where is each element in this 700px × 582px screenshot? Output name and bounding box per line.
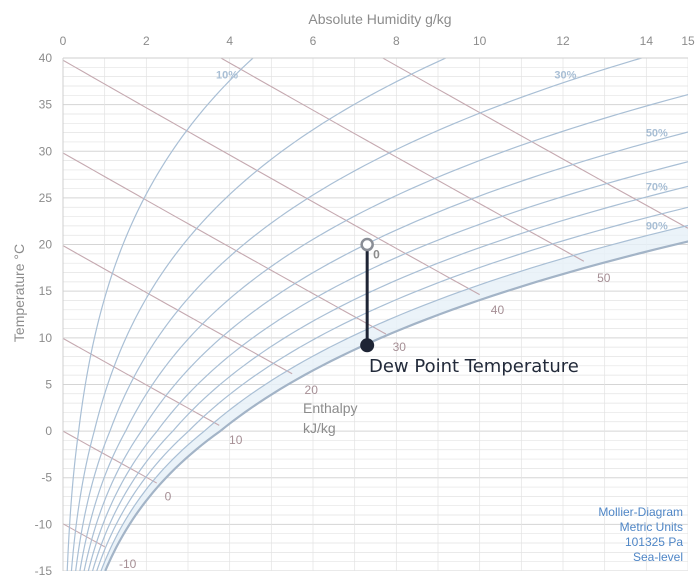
x-tick-label: 4 <box>226 34 233 48</box>
info-line-units: Metric Units <box>620 520 683 534</box>
enthalpy-lines <box>63 58 688 548</box>
state-point-label: 0 <box>373 248 380 262</box>
rh-label: 30% <box>554 69 576 81</box>
info-box: Mollier-Diagram Metric Units 101325 Pa S… <box>598 505 683 564</box>
enthalpy-value-label: 50 <box>597 271 611 285</box>
curve-labels: 10% 30% 50% 70% 90% -10 0 10 20 30 40 50 <box>119 69 668 571</box>
y-tick-label: 20 <box>39 238 53 252</box>
enthalpy-value-label: 40 <box>491 303 505 317</box>
x-tick-label: 14 <box>640 34 654 48</box>
enthalpy-value-label: -10 <box>119 557 137 571</box>
enthalpy-value-label: 30 <box>393 340 407 354</box>
y-tick-label: 10 <box>39 331 53 345</box>
rh-curve-20pct <box>70 58 448 571</box>
y-tick-label: 35 <box>39 98 53 112</box>
enthalpy-line <box>381 58 688 229</box>
y-tick-label: -10 <box>35 517 53 531</box>
rh-curve-70pct <box>91 185 688 571</box>
x-tick-label: 0 <box>60 34 67 48</box>
y-tick-label: 25 <box>39 191 53 205</box>
y-tick-label: 5 <box>45 377 52 391</box>
y-tick-label: 15 <box>39 284 53 298</box>
state-point <box>360 237 374 252</box>
rh-curve-10pct <box>66 58 254 571</box>
rh-curve-40pct <box>79 94 688 571</box>
y-tick-label: 40 <box>39 51 53 65</box>
x-tick-label: 10 <box>473 34 487 48</box>
info-line-diagram: Mollier-Diagram <box>598 505 683 519</box>
x-tick-label: 12 <box>556 34 570 48</box>
rh-label: 70% <box>646 182 668 194</box>
rh-curve-50pct <box>83 131 688 571</box>
rh-label: 90% <box>646 221 668 233</box>
dew-point-label: Dew Point Temperature <box>369 356 579 377</box>
axes: 0 2 4 6 8 10 12 14 15 -15 -10 -5 0 5 10 15 20 25 30 35 40 <box>35 34 695 578</box>
x-tick-label: 8 <box>393 34 400 48</box>
rh-curve-90pct <box>100 224 688 571</box>
dew-point <box>360 338 375 353</box>
x-tick-label: 15 <box>681 34 695 48</box>
rh-curve-30pct <box>75 58 644 571</box>
enthalpy-line <box>63 430 158 484</box>
rh-curve-80pct <box>96 206 688 571</box>
enthalpy-line <box>63 152 387 335</box>
y-tick-label: -5 <box>41 471 52 485</box>
rh-label: 10% <box>216 69 238 81</box>
rh-label: 50% <box>646 128 668 140</box>
enthalpy-line <box>63 337 220 426</box>
info-line-altitude: Sea-level <box>633 550 683 564</box>
y-tick-label: -15 <box>35 564 53 578</box>
y-tick-label: 0 <box>45 424 52 438</box>
x-axis-title: Absolute Humidity g/kg <box>308 11 451 27</box>
enthalpy-line <box>219 58 585 262</box>
rh-curve-100pct <box>104 240 688 571</box>
enthalpy-title: Enthalpy <box>303 400 357 416</box>
rh-curve-60pct <box>87 161 688 571</box>
x-tick-label: 6 <box>310 34 317 48</box>
enthalpy-value-label: 10 <box>229 433 243 447</box>
enthalpy-value-label: 20 <box>305 383 319 397</box>
relative-humidity-curves <box>66 58 688 571</box>
enthalpy-value-label: 0 <box>165 490 172 504</box>
grid <box>63 58 688 571</box>
y-axis-title: Temperature °C <box>11 244 27 342</box>
x-tick-label: 2 <box>143 34 150 48</box>
y-tick-label: 30 <box>39 144 53 158</box>
enthalpy-units: kJ/kg <box>303 420 336 436</box>
enthalpy-line <box>63 59 480 296</box>
dew-point-marker: 0 <box>360 237 380 353</box>
info-line-pressure: 101325 Pa <box>625 535 683 549</box>
